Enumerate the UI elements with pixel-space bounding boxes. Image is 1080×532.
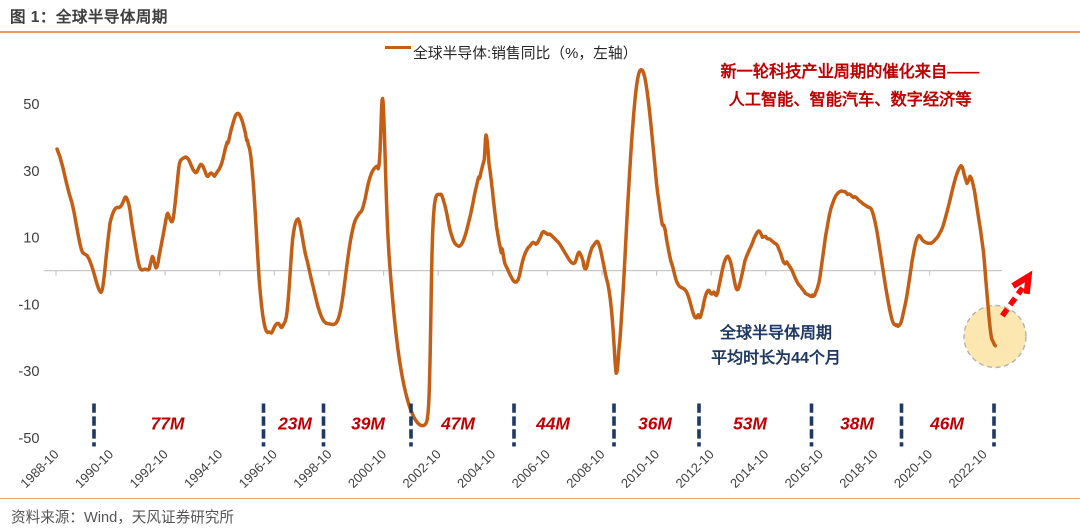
svg-text:2000-10: 2000-10 [345,447,389,491]
svg-text:2008-10: 2008-10 [563,447,607,491]
svg-text:1988-10: 1988-10 [17,447,61,491]
svg-text:1990-10: 1990-10 [72,447,116,491]
svg-text:2014-10: 2014-10 [727,447,771,491]
svg-text:1996-10: 1996-10 [236,447,280,491]
svg-text:2002-10: 2002-10 [399,447,443,491]
svg-text:44M: 44M [535,414,570,434]
svg-text:2012-10: 2012-10 [672,447,716,491]
svg-text:-50: -50 [18,431,39,447]
svg-text:2010-10: 2010-10 [618,447,662,491]
svg-text:10: 10 [23,231,39,247]
svg-text:2020-10: 2020-10 [891,447,935,491]
svg-text:2006-10: 2006-10 [509,447,553,491]
svg-text:47M: 47M [440,414,475,434]
svg-text:2018-10: 2018-10 [836,447,880,491]
svg-text:2022-10: 2022-10 [945,447,989,491]
svg-text:-30: -30 [18,364,39,380]
svg-text:1998-10: 1998-10 [290,447,334,491]
svg-text:36M: 36M [638,414,672,434]
svg-text:39M: 39M [351,414,385,434]
svg-text:50: 50 [23,97,39,113]
svg-text:77M: 77M [151,414,185,434]
svg-text:30: 30 [23,164,39,180]
svg-text:2016-10: 2016-10 [782,447,826,491]
svg-text:23M: 23M [277,414,312,434]
svg-text:46M: 46M [929,414,964,434]
svg-text:1992-10: 1992-10 [126,447,170,491]
svg-text:-10: -10 [18,297,39,313]
svg-text:2004-10: 2004-10 [454,447,498,491]
svg-text:1994-10: 1994-10 [181,447,225,491]
svg-text:38M: 38M [840,414,874,434]
svg-text:53M: 53M [733,414,767,434]
